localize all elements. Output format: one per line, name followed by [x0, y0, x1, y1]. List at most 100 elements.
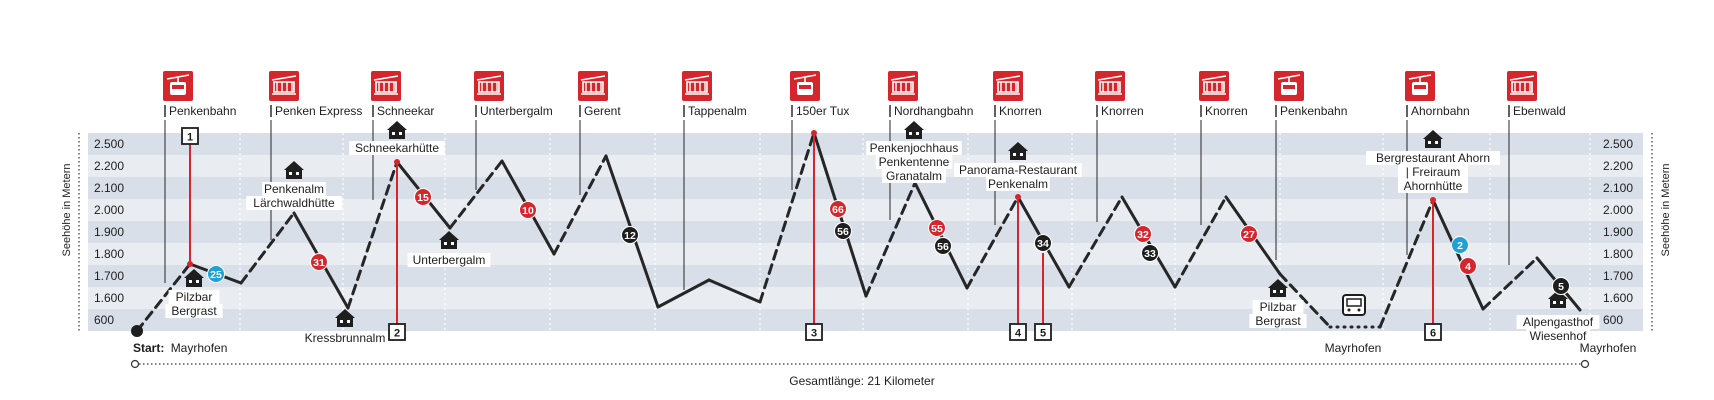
- slope-number: 25: [210, 269, 222, 281]
- lift-chairlift: Knorren: [1095, 71, 1144, 118]
- waypoint-marker: 4: [1009, 323, 1027, 341]
- hut-markers: PilzbarBergrastPenkenalmLärchwaldhütteKr…: [165, 121, 1600, 345]
- slope-circle: [1141, 244, 1159, 262]
- lift-label: Penkenbahn: [169, 104, 236, 118]
- slope-number: 33: [1144, 248, 1156, 260]
- hut-label-bg: [168, 290, 220, 304]
- left-tick-label: 600: [94, 313, 114, 327]
- slope-number: 56: [937, 241, 949, 253]
- slope-marker-black: 12: [621, 226, 639, 244]
- hut-icon: [284, 161, 304, 179]
- waypoint-box: [181, 127, 199, 145]
- hut-label: Penkenalm: [264, 182, 324, 196]
- waypoint-marker: 6: [1424, 323, 1442, 341]
- start-label: Start:: [133, 341, 164, 355]
- hut-label-bg: [165, 304, 223, 318]
- slope-circle: [310, 253, 328, 271]
- slope-marker-red: 32: [1134, 225, 1152, 243]
- left-axis-label: Seehöhe in Metern: [61, 164, 73, 257]
- waypoint-box: [805, 323, 823, 341]
- slope-marker-red: 4: [1459, 257, 1477, 275]
- lift-section: [758, 131, 816, 304]
- slope-marker-black: 34: [1034, 234, 1052, 252]
- hut-icon: [387, 121, 407, 139]
- slope-markers: 25 31 15 10 12 66 56 55 56 34 32 33 27 24 5: [207, 188, 1570, 295]
- right-axis-label: Seehöhe in Metern: [1660, 164, 1672, 257]
- hut-label-bg: [349, 141, 445, 155]
- hut-label-bg: [882, 169, 946, 183]
- lift-section: [1378, 198, 1435, 329]
- lift-section: [346, 160, 399, 310]
- slope-circle: [928, 219, 946, 237]
- waypoint-box: [1009, 323, 1027, 341]
- right-tick-label: 1.700: [1603, 269, 1633, 283]
- hut-icon: [335, 309, 355, 327]
- left-tick-label: 1.900: [94, 225, 124, 239]
- waypoint-box: [1034, 323, 1052, 341]
- lift-section: [1278, 272, 1332, 329]
- hut-icon: [1268, 279, 1288, 297]
- lift-section: [448, 159, 504, 230]
- lift-section: [239, 211, 296, 285]
- waypoint-dot: [394, 159, 400, 165]
- lift-label: Knorren: [1101, 104, 1144, 118]
- hut-label-bg: [954, 163, 1082, 177]
- slope-circle: [621, 226, 639, 244]
- hut-label: Panorama-Restaurant: [959, 163, 1078, 177]
- right-tick-labels: 2.500 2.200 2.100 2.000 1.900 1.800 1.700 1.600…: [1603, 137, 1633, 327]
- hut: Unterbergalm: [407, 231, 491, 267]
- slope-marker-blue: 25: [207, 265, 225, 283]
- altitude-band: [88, 133, 1643, 155]
- hut-icon: [1548, 290, 1568, 308]
- slope-marker-red: 66: [829, 200, 847, 218]
- waypoint-number: 6: [1430, 328, 1436, 340]
- hut-label: Pilzbar: [176, 290, 213, 304]
- bus-icon: [1342, 294, 1366, 316]
- hut-label-bg: [1366, 151, 1500, 165]
- hut-label-bg: [875, 155, 953, 169]
- slope-number: 12: [624, 230, 636, 242]
- waypoint-lines: [187, 130, 1436, 324]
- hut-label: Bergrast: [171, 304, 217, 318]
- hut-label-bg: [300, 331, 390, 345]
- lift-label: Gerent: [584, 104, 621, 118]
- right-tick-label: 1.800: [1603, 247, 1633, 261]
- waypoint-box: [1424, 323, 1442, 341]
- hut-label-bg: [1398, 179, 1468, 193]
- slope-circle: [207, 265, 225, 283]
- left-tick-label: 2.500: [94, 137, 124, 151]
- slope-number: 34: [1037, 238, 1049, 250]
- hut-label: Pilzbar: [1260, 300, 1297, 314]
- slope-number: 32: [1137, 229, 1149, 241]
- hut-label: Bergrestaurant Ahorn: [1376, 151, 1490, 165]
- slope-number: 27: [1243, 229, 1255, 241]
- lift-section: [1067, 195, 1124, 289]
- hut-label-bg: [1526, 329, 1590, 343]
- lift-row: Penkenbahn Penken Express Schneekar Unterbe…: [163, 71, 1566, 118]
- hut-label: Unterbergalm: [413, 253, 486, 267]
- waypoint-dot: [1430, 197, 1436, 203]
- hut-label: Penkentenne: [879, 155, 950, 169]
- lift-label: Schneekar: [377, 104, 434, 118]
- slope-circle: [1134, 225, 1152, 243]
- slope-section: [1431, 198, 1485, 311]
- altitude-band: [88, 309, 1643, 331]
- lift-label: Penkenbahn: [1280, 104, 1347, 118]
- lift-chairlift: Tappenalm: [682, 71, 747, 118]
- waypoint-number: 4: [1015, 328, 1022, 340]
- slope-circle: [1552, 277, 1570, 295]
- left-tick-label: 2.200: [94, 159, 124, 173]
- left-tick-label: 1.600: [94, 291, 124, 305]
- waypoint-number: 5: [1040, 328, 1046, 340]
- hut-icon: [1008, 142, 1028, 160]
- slope-number: 4: [1465, 261, 1471, 273]
- hut-label: Granatalm: [886, 169, 942, 183]
- lift-cable-car: Ahornbahn: [1405, 71, 1470, 118]
- lift-chairlift: Schneekar: [371, 71, 434, 118]
- lift-label: Unterbergalm: [480, 104, 553, 118]
- hut-label: Alpengasthof: [1523, 315, 1594, 329]
- waypoint-marker: 1: [181, 127, 199, 145]
